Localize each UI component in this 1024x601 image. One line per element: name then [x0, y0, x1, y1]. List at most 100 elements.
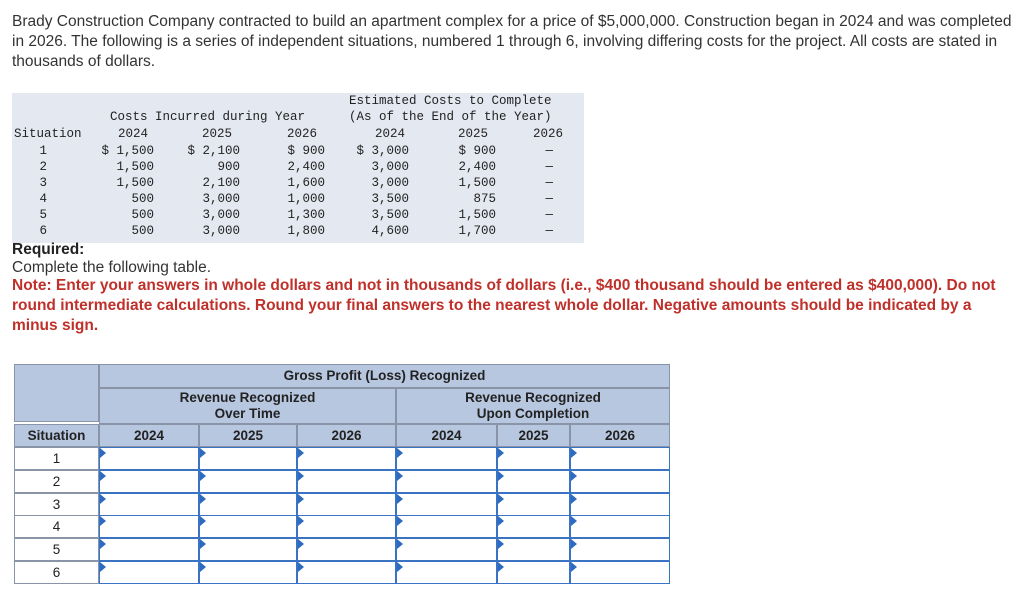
- gross-profit-input[interactable]: [571, 516, 669, 538]
- gross-profit-cell[interactable]: [396, 469, 497, 493]
- gross-profit-cell[interactable]: [99, 447, 199, 470]
- gross-profit-cell[interactable]: [497, 538, 570, 562]
- gross-profit-cell[interactable]: [99, 492, 199, 516]
- gross-profit-input[interactable]: [200, 539, 296, 561]
- gross-profit-cell[interactable]: [199, 538, 297, 562]
- gross-profit-cell[interactable]: [99, 515, 199, 539]
- gross-profit-input[interactable]: [298, 493, 395, 515]
- gross-profit-cell[interactable]: [497, 561, 570, 584]
- gross-profit-input[interactable]: [100, 470, 198, 492]
- gross-profit-input[interactable]: [100, 516, 198, 538]
- cost-value: $ 900: [287, 144, 325, 158]
- gross-profit-input[interactable]: [100, 539, 198, 561]
- gross-profit-cell[interactable]: [396, 538, 497, 562]
- costs-incurred-title: Costs Incurred during Year: [110, 110, 306, 124]
- gross-profit-cell[interactable]: [570, 538, 670, 562]
- gross-profit-input[interactable]: [200, 470, 296, 492]
- gross-profit-cell[interactable]: [99, 538, 199, 562]
- gross-profit-cell[interactable]: [99, 561, 199, 584]
- gross-profit-input[interactable]: [200, 448, 296, 469]
- gross-profit-cell[interactable]: [199, 469, 297, 493]
- col-header-year: 2026: [570, 424, 670, 447]
- gross-profit-input[interactable]: [498, 493, 569, 515]
- gross-profit-cell[interactable]: [297, 561, 396, 584]
- gross-profit-cell[interactable]: [570, 561, 670, 584]
- gross-profit-input[interactable]: [397, 539, 496, 561]
- col-header-year: 2026: [287, 127, 318, 141]
- gross-profit-input[interactable]: [298, 539, 395, 561]
- gross-profit-cell[interactable]: [297, 515, 396, 539]
- gross-profit-cell[interactable]: [497, 469, 570, 493]
- gross-profit-cell[interactable]: [297, 447, 396, 470]
- gross-profit-input[interactable]: [200, 562, 296, 583]
- gross-profit-cell[interactable]: [570, 515, 670, 539]
- table-background: [12, 93, 584, 243]
- gross-profit-cell[interactable]: [396, 515, 497, 539]
- estimate-value: 1,500: [458, 176, 496, 190]
- gross-profit-input[interactable]: [498, 470, 569, 492]
- gross-profit-input[interactable]: [498, 516, 569, 538]
- intro-text: Brady Construction Company contracted to…: [12, 13, 1012, 70]
- answer-table: Gross Profit (Loss) Recognized Revenue R…: [14, 364, 670, 584]
- gross-profit-input[interactable]: [498, 448, 569, 469]
- gross-profit-input[interactable]: [100, 562, 198, 583]
- gross-profit-cell[interactable]: [199, 561, 297, 584]
- col-header-situation: Situation: [14, 424, 99, 447]
- estimate-value: 1,700: [458, 224, 496, 238]
- gross-profit-input[interactable]: [571, 562, 669, 583]
- gross-profit-input[interactable]: [571, 470, 669, 492]
- gross-profit-cell[interactable]: [570, 469, 670, 493]
- gross-profit-input[interactable]: [571, 539, 669, 561]
- gross-profit-cell[interactable]: [570, 492, 670, 516]
- est-costs-subtitle: (As of the End of the Year): [349, 110, 552, 124]
- group-over-time: Revenue Recognized Over Time: [99, 388, 396, 424]
- gross-profit-input[interactable]: [397, 448, 496, 469]
- gross-profit-input[interactable]: [397, 562, 496, 583]
- gross-profit-cell[interactable]: [396, 447, 497, 470]
- instructions-note: Note: Enter your answers in whole dollar…: [12, 277, 996, 334]
- gross-profit-input[interactable]: [100, 448, 198, 469]
- gross-profit-cell[interactable]: [199, 447, 297, 470]
- gross-profit-input[interactable]: [200, 516, 296, 538]
- gross-profit-cell[interactable]: [297, 469, 396, 493]
- gross-profit-cell[interactable]: [199, 515, 297, 539]
- col-header-year: 2026: [533, 127, 564, 141]
- gross-profit-input[interactable]: [397, 516, 496, 538]
- gross-profit-cell[interactable]: [570, 447, 670, 470]
- gross-profit-cell[interactable]: [297, 538, 396, 562]
- group-upon-completion-label: Revenue Recognized Upon Completion: [465, 390, 601, 421]
- gross-profit-input[interactable]: [298, 448, 395, 469]
- estimate-value: —: [545, 224, 553, 238]
- gross-profit-cell[interactable]: [497, 492, 570, 516]
- gross-profit-input[interactable]: [571, 448, 669, 469]
- gross-profit-input[interactable]: [200, 493, 296, 515]
- gross-profit-cell[interactable]: [99, 469, 199, 493]
- cost-value: 500: [131, 224, 154, 238]
- situation-label: 5: [14, 538, 99, 562]
- gross-profit-cell[interactable]: [396, 561, 497, 584]
- gross-profit-input[interactable]: [100, 493, 198, 515]
- gross-profit-input[interactable]: [571, 493, 669, 515]
- group-upon-completion: Revenue Recognized Upon Completion: [396, 388, 670, 424]
- gross-profit-cell[interactable]: [199, 492, 297, 516]
- gross-profit-cell[interactable]: [396, 492, 497, 516]
- gross-profit-input[interactable]: [397, 493, 496, 515]
- required-text: Complete the following table.: [12, 259, 212, 276]
- situation-number: 6: [39, 224, 47, 238]
- gross-profit-cell[interactable]: [497, 447, 570, 470]
- gross-profit-input[interactable]: [298, 470, 395, 492]
- estimate-value: —: [545, 192, 553, 206]
- gross-profit-input[interactable]: [498, 539, 569, 561]
- situation-label: 3: [14, 492, 99, 516]
- gross-profit-cell[interactable]: [297, 492, 396, 516]
- estimate-value: —: [545, 176, 553, 190]
- cost-value: 3,000: [202, 224, 240, 238]
- gross-profit-input[interactable]: [298, 516, 395, 538]
- gross-profit-input[interactable]: [298, 562, 395, 583]
- gross-profit-cell[interactable]: [497, 515, 570, 539]
- gross-profit-input[interactable]: [498, 562, 569, 583]
- estimate-value: 3,000: [371, 176, 409, 190]
- situation-number: 5: [39, 208, 47, 222]
- estimate-value: 4,600: [371, 224, 409, 238]
- gross-profit-input[interactable]: [397, 470, 496, 492]
